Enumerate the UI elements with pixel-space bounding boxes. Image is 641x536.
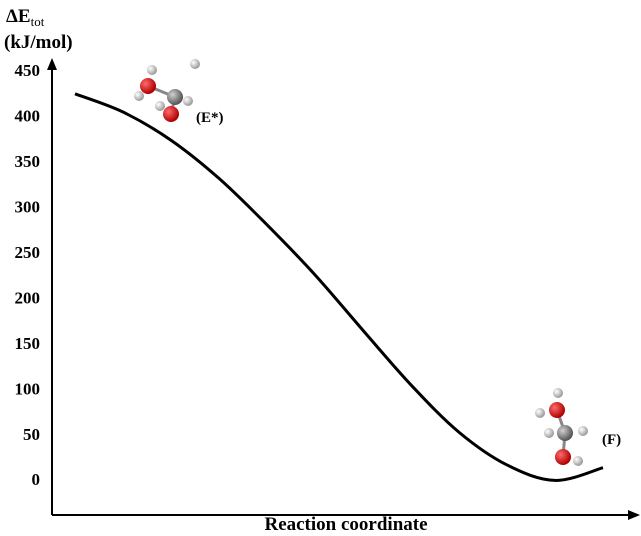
y-tick-label: 100 (15, 379, 41, 398)
y-tick-label: 50 (23, 425, 40, 444)
y-axis-unit: (kJ/mol) (4, 32, 73, 53)
x-axis-arrow (628, 510, 640, 520)
annotation: (F) (602, 432, 621, 448)
molecule-e (134, 59, 200, 122)
y-tick-label: 450 (15, 61, 41, 80)
y-tick-label: 300 (15, 197, 41, 216)
y-label-symbol: ΔE (6, 6, 31, 27)
chart: ΔEtot (kJ/mol) Reaction coordinate (E*) … (0, 0, 641, 536)
annotation: (E*) (196, 110, 224, 126)
molecule-f (535, 388, 588, 466)
y-tick-label: 150 (15, 334, 41, 353)
y-tick-label: 400 (15, 106, 41, 125)
y-tick-label: 200 (15, 288, 41, 307)
energy-curve (75, 94, 603, 481)
y-label-subscript: tot (31, 14, 45, 29)
x-axis-label: Reaction coordinate (264, 514, 427, 535)
y-tick-label: 250 (15, 243, 41, 262)
y-axis-label: ΔEtot (6, 6, 45, 29)
y-axis-arrow (47, 58, 57, 70)
axes (47, 58, 640, 520)
y-tick-label: 0 (32, 470, 41, 489)
y-tick-label: 350 (15, 152, 41, 171)
